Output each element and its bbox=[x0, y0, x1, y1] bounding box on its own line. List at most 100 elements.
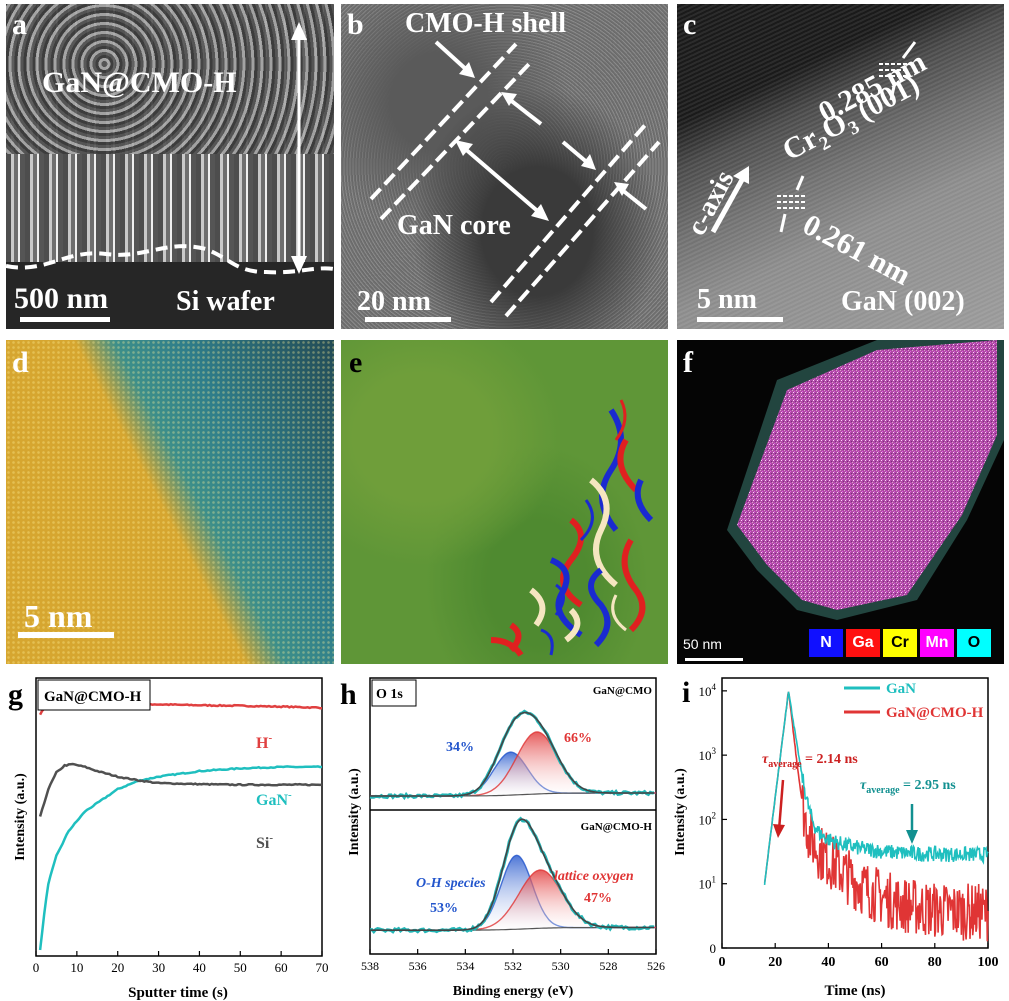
pct-bottom-blue: 53% bbox=[430, 901, 458, 916]
pct-bottom-red: 47% bbox=[584, 891, 612, 906]
tau-arrow-cmo bbox=[777, 779, 785, 831]
chart-h-svg: 538 536 534 532 530 528 526 O 1s GaN@CMO GaN@C… bbox=[347, 677, 665, 999]
title-box bbox=[371, 679, 417, 707]
arrowhead bbox=[773, 824, 785, 838]
core-arrow bbox=[461, 145, 543, 216]
c-axis-arrow bbox=[710, 176, 746, 234]
atomic-columns bbox=[6, 340, 334, 664]
x-tick-label: 40 bbox=[193, 960, 206, 975]
panel-e-strain-map: e bbox=[341, 340, 668, 664]
spacing-arrow bbox=[779, 213, 787, 233]
legend-label-cmo: GaN@CMO-H bbox=[886, 705, 984, 721]
panel-label-f: f bbox=[683, 346, 693, 379]
arrowhead bbox=[906, 830, 918, 844]
decay-curve bbox=[763, 691, 989, 942]
panel-b-tem-image: b CMO-H shell GaN core 20 nm bbox=[341, 4, 668, 329]
scale-label: 5 nm bbox=[24, 598, 93, 634]
pct-top-red: 66% bbox=[564, 731, 592, 746]
scale-label: 500 nm bbox=[14, 282, 109, 315]
panel-c-overlay bbox=[697, 41, 917, 322]
series-line-gan bbox=[38, 765, 322, 951]
scale-bar bbox=[20, 317, 110, 322]
scale-label: 50 nm bbox=[683, 636, 722, 652]
x-tick-label: 0 bbox=[719, 955, 726, 970]
nanowire-tops bbox=[6, 4, 334, 154]
y-tick-label: 104 bbox=[699, 682, 717, 699]
series-label-h: H- bbox=[256, 732, 272, 752]
panel-b-overlay bbox=[365, 40, 661, 322]
strain-features bbox=[490, 399, 654, 657]
panel-label-i: i bbox=[682, 676, 691, 709]
panel-d-haadf-image: d 5 nm bbox=[6, 340, 334, 664]
panel-a-overlay bbox=[6, 22, 334, 322]
nanowire-eds-signal bbox=[737, 340, 997, 610]
panel-h-chart: 538 536 534 532 530 528 526 O 1s GaN@CMO GaN@C… bbox=[336, 672, 666, 1001]
arrowhead bbox=[581, 154, 596, 170]
x-tick-label: 60 bbox=[875, 955, 889, 970]
pct-top-blue: 34% bbox=[446, 740, 474, 755]
series-line-si bbox=[38, 762, 323, 817]
plot-frame bbox=[35, 677, 323, 957]
scale-bar bbox=[18, 632, 114, 638]
panel-label-d: d bbox=[12, 346, 29, 379]
tau-annotation-gan: τaverage = 2.95 ns bbox=[860, 778, 956, 796]
legend-cr: Cr bbox=[883, 629, 917, 657]
x-tick-label: 70 bbox=[316, 960, 329, 975]
legend-mn: Mn bbox=[920, 629, 954, 657]
x-tick-label: 60 bbox=[275, 960, 288, 975]
panel-c-hrtem-image: c 0.285 nm Cr2O3 (001) c-axis 0.261 nm G… bbox=[677, 4, 1004, 329]
scale-label: 20 nm bbox=[357, 286, 431, 317]
scale-bar bbox=[685, 658, 743, 661]
envelope-fit bbox=[370, 818, 655, 931]
x-tick-label: 526 bbox=[647, 959, 665, 973]
panel-f-eds-map: f 50 nm N Ga Cr Mn O bbox=[677, 340, 1004, 664]
x-tick-label: 40 bbox=[821, 955, 835, 970]
core-label: GaN core bbox=[397, 210, 511, 241]
x-tick-label: 534 bbox=[456, 959, 474, 973]
lattice-fringes bbox=[677, 4, 1004, 329]
panel-label-b: b bbox=[347, 8, 364, 41]
arrow-shell-3 bbox=[561, 140, 591, 166]
x-axis-label: Binding energy (eV) bbox=[453, 984, 574, 999]
panel-i-chart: 0 20 40 60 80 100 0 101 102 103 104 GaN GaN@CMO-H … bbox=[666, 672, 1009, 1001]
peak-fill bbox=[370, 870, 656, 931]
x-tick-label: 530 bbox=[552, 959, 570, 973]
name-oh: O-H species bbox=[416, 876, 486, 891]
peak-fill bbox=[370, 855, 656, 931]
name-lattice: lattice oxygen bbox=[554, 869, 634, 884]
shell-line-1 bbox=[369, 42, 518, 201]
scale-bar bbox=[697, 317, 783, 322]
chart-title: O 1s bbox=[376, 687, 403, 702]
shell-line-3 bbox=[489, 122, 648, 304]
y-axis-label: Intensity (a.u.) bbox=[347, 768, 362, 856]
title-box bbox=[37, 679, 151, 711]
y-axis-label: Intensity (a.u.) bbox=[673, 768, 688, 856]
panel-label-a: a bbox=[12, 8, 27, 41]
x-tick-label: 100 bbox=[978, 955, 999, 970]
x-tick-label: 10 bbox=[70, 960, 83, 975]
spacing-arrow bbox=[901, 41, 917, 59]
x-tick-label: 536 bbox=[409, 959, 427, 973]
x-tick-label: 50 bbox=[234, 960, 247, 975]
series-label-gan: GaN- bbox=[256, 789, 292, 809]
plot-frame bbox=[721, 677, 989, 949]
spectrum-label-bottom: GaN@CMO-H bbox=[581, 821, 653, 833]
spacing-arrow bbox=[795, 175, 805, 191]
x-tick-label: 20 bbox=[111, 960, 124, 975]
panel-label-h: h bbox=[340, 678, 357, 711]
panel-f-overlay bbox=[685, 340, 1004, 661]
arrow-shell-4 bbox=[619, 187, 648, 211]
x-tick-label: 532 bbox=[504, 959, 522, 973]
arrowhead bbox=[531, 204, 549, 221]
y-tick-label: 0 bbox=[710, 941, 717, 956]
x-tick-label: 528 bbox=[599, 959, 617, 973]
arrow-shell-2 bbox=[507, 97, 543, 126]
legend-label-gan: GaN bbox=[886, 681, 916, 697]
arrowhead bbox=[459, 62, 475, 78]
substrate-label: Si wafer bbox=[176, 286, 275, 317]
shell-line-4 bbox=[504, 140, 661, 318]
y-tick-label: 103 bbox=[699, 746, 717, 763]
panel-label-g: g bbox=[8, 678, 23, 711]
spectrum-label-top: GaN@CMO bbox=[593, 685, 653, 697]
